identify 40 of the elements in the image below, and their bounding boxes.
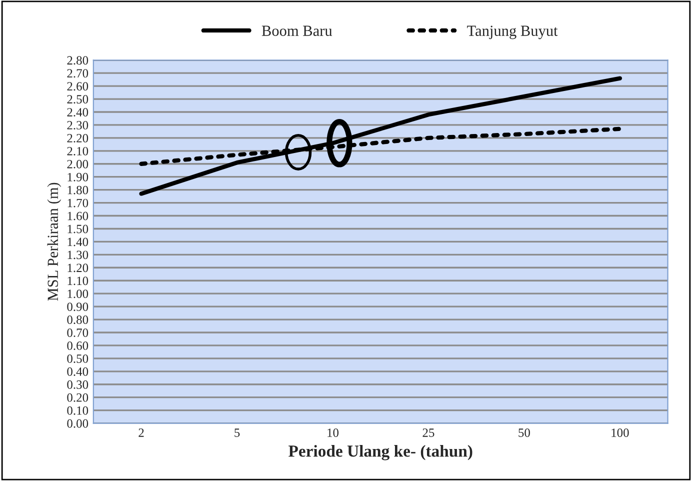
legend-label: Tanjung Buyut [467, 26, 558, 40]
y-tick-label: 0.20 [67, 393, 88, 402]
y-tick-label: 0.60 [67, 341, 88, 350]
y-tick-label: 0.10 [67, 406, 88, 415]
y-tick-label: 2.80 [67, 56, 88, 65]
x-tick-label: 2 [138, 428, 144, 437]
y-tick-label: 1.30 [68, 250, 88, 260]
y-tick-label: 1.50 [68, 224, 88, 234]
y-tick-label: 0.50 [67, 354, 88, 363]
y-tick-label: 2.10 [67, 146, 88, 156]
y-tick-label: 2.40 [67, 108, 88, 117]
x-tick-label: 10 [328, 428, 339, 437]
y-tick-label: 1.70 [68, 198, 88, 208]
x-tick-label: 25 [422, 428, 434, 437]
x-axis-title: Periode Ulang ke- (tahun) [288, 445, 472, 460]
y-tick-label: 1.10 [68, 276, 88, 286]
x-tick-label: 100 [612, 428, 629, 437]
y-tick-label: 2.00 [67, 160, 88, 168]
y-tick-label: 2.30 [67, 121, 88, 130]
y-tick-label: 0.00 [67, 419, 88, 428]
x-tick-label: 5 [234, 428, 240, 437]
y-tick-label: 0.90 [67, 302, 88, 312]
y-tick-label: 1.20 [68, 264, 88, 272]
y-tick-label: 2.70 [67, 69, 88, 78]
y-tick-label: 1.40 [68, 238, 88, 246]
legend-label: Boom Baru [262, 26, 332, 36]
y-tick-label: 2.20 [67, 134, 88, 142]
x-tick-label: 50 [518, 428, 530, 437]
y-tick-label: 1.80 [68, 186, 88, 194]
y-tick-label: 0.80 [67, 316, 88, 324]
y-tick-label: 2.50 [67, 95, 88, 104]
y-tick-label: 1.60 [68, 212, 88, 220]
y-tick-label: 2.60 [67, 82, 88, 91]
y-tick-label: 0.70 [67, 328, 88, 338]
y-tick-label: 1.90 [68, 172, 88, 182]
y-axis-title: MSL Perkiraan (m) [47, 182, 62, 301]
y-tick-label: 0.40 [67, 367, 88, 376]
line-series [139, 76, 622, 196]
y-tick-label: 0.30 [67, 380, 88, 389]
y-tick-label: 1.00 [68, 290, 88, 298]
